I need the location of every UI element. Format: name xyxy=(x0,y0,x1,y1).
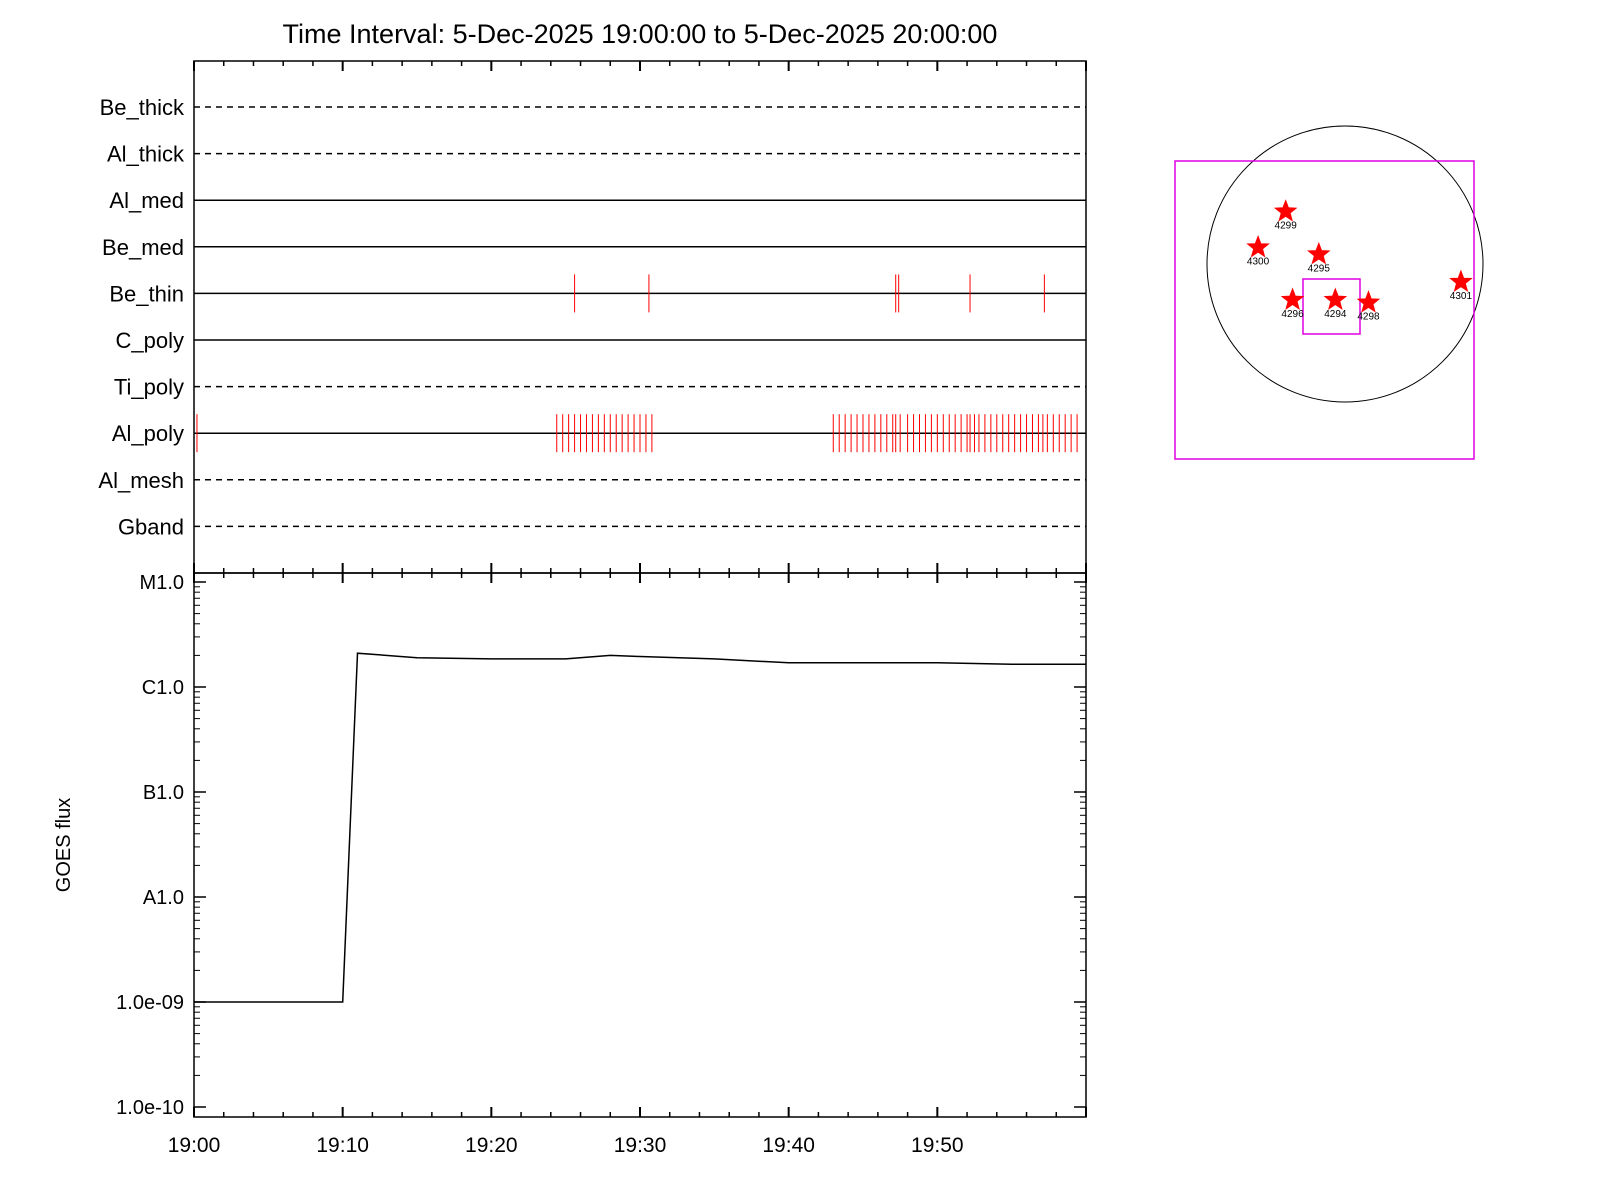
channel-label-c_poly: C_poly xyxy=(116,328,184,353)
solar-disk-map: 4299 4300 4295 4296 4294 4298 4301 xyxy=(1174,125,1484,460)
channel-label-gband: Gband xyxy=(118,514,184,539)
goes-frame xyxy=(193,572,1087,1118)
y-tick-label: A1.0 xyxy=(143,887,184,909)
goes-flux-panel: 1.0e-10 1.0e-09 A1.0 B1.0 C1.0 M1.0 19:00 19:10… xyxy=(53,572,1087,1157)
solar-disk-outline xyxy=(1206,125,1484,403)
x-tick-label: 19:40 xyxy=(762,1134,815,1157)
active-region-label: 4298 xyxy=(1357,312,1380,323)
channel-label-be_thin: Be_thin xyxy=(109,281,184,306)
active-region-star xyxy=(1280,287,1305,310)
goes-flux-line xyxy=(194,652,1086,1003)
active-region-label: 4294 xyxy=(1324,309,1347,320)
active-region-label: 4300 xyxy=(1247,256,1270,267)
y-tick-label: C1.0 xyxy=(142,677,184,699)
channel-label-al_med: Al_med xyxy=(109,188,184,213)
channel-label-ti_poly: Ti_poly xyxy=(114,375,184,400)
y-tick-label: B1.0 xyxy=(143,782,184,804)
channel-label-al_poly: Al_poly xyxy=(112,421,184,446)
active-region-label: 4295 xyxy=(1308,263,1331,274)
active-region-star xyxy=(1246,234,1270,258)
channel-timeline-panel: Be_thick Al_thick Al_med Be_med Be_thin C_pol… xyxy=(98,60,1087,574)
channel-label-be_thick: Be_thick xyxy=(100,95,185,120)
y-tick-label: 1.0e-10 xyxy=(116,1097,184,1119)
x-tick-label: 19:50 xyxy=(911,1134,964,1157)
channel-label-be_med: Be_med xyxy=(102,235,184,260)
active-region-star xyxy=(1273,199,1298,222)
channel-label-al_thick: Al_thick xyxy=(107,142,185,167)
x-tick-label: 19:10 xyxy=(316,1134,369,1157)
active-region-star xyxy=(1449,269,1473,292)
x-tick-label: 19:20 xyxy=(465,1134,518,1157)
active-region-star xyxy=(1323,287,1348,310)
inner-field-of-view-box xyxy=(1302,278,1361,335)
channel-label-al_mesh: Al_mesh xyxy=(98,468,184,493)
active-region-label: 4301 xyxy=(1450,291,1473,302)
chart-title: Time Interval: 5-Dec-2025 19:00:00 to 5-… xyxy=(283,19,998,49)
active-region-label: 4296 xyxy=(1281,309,1304,320)
field-of-view-box xyxy=(1174,160,1475,460)
y-tick-label: 1.0e-09 xyxy=(116,992,184,1014)
x-tick-label: 19:30 xyxy=(614,1134,667,1157)
active-region-star xyxy=(1356,290,1381,313)
timeline-frame xyxy=(193,60,1087,574)
active-region-star xyxy=(1306,241,1331,265)
active-region-label: 4299 xyxy=(1275,221,1298,232)
x-tick-label: 19:00 xyxy=(168,1134,221,1157)
y-axis-title: GOES flux xyxy=(53,798,75,892)
y-tick-label: M1.0 xyxy=(140,572,184,594)
